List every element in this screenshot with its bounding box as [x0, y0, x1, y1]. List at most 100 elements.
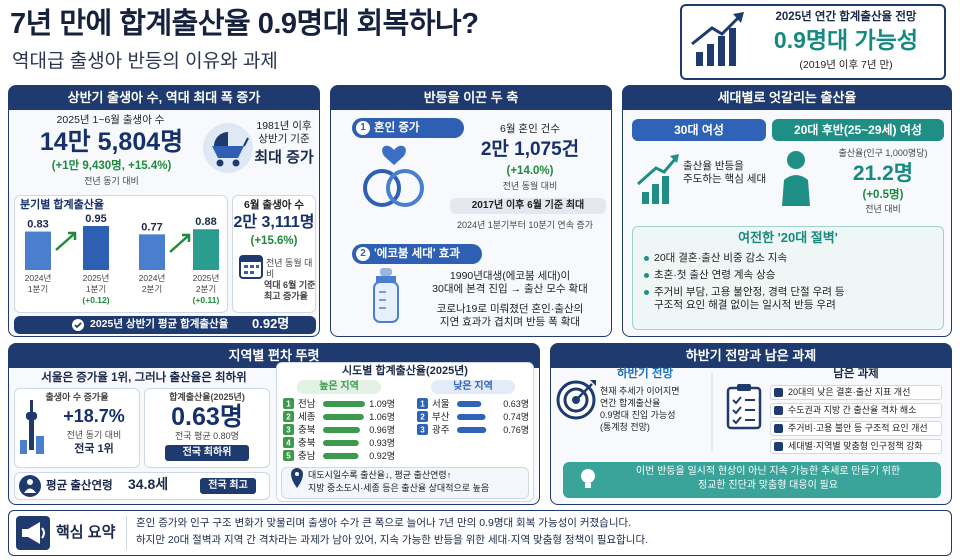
regions-subtitle: 서울은 증가율 1위, 그러나 출산율은 최하위 [41, 372, 247, 384]
late20s-label: 출산율(인구 1,000명당) [838, 148, 928, 158]
quarterly-chart-categories: 2025년 1분기 [82, 273, 110, 294]
bar [83, 226, 109, 270]
seoul-growth-value: +18.7% [63, 406, 125, 426]
quarterly-chart-categories: 2024년 1분기 [24, 273, 52, 294]
seoul-growth-rank: 전국 1위 [74, 443, 114, 455]
stroller-icon [203, 123, 253, 173]
bar [323, 440, 359, 446]
quarterly-chart-changes: (+0.12) [82, 295, 110, 305]
record-box [450, 198, 606, 214]
seoul-growth-label: 출생아 수 증가율 [45, 392, 109, 402]
check-box [774, 406, 783, 415]
births-summary-value: 0.92명 [252, 316, 290, 331]
outlook-value: 0.9명대 가능성 [773, 27, 919, 53]
bar [323, 453, 359, 459]
header-pill [772, 119, 944, 141]
echo-num: 2 [360, 248, 366, 259]
thirties-header: 30대 여성 [674, 123, 724, 137]
bar-value: 1.06명 [369, 412, 395, 422]
births-record-note: 1981년 이후 상반기 기준 [256, 120, 312, 146]
bar-value: 0.76명 [503, 425, 529, 435]
calendar-icon [239, 255, 263, 279]
seoul-rate-label: 합계출산율(2025년) [169, 392, 245, 402]
check-box [774, 442, 783, 451]
echo-text2: 코로나19로 미뤄졌던 혼인·출산의 지연 효과가 겹치며 반등 폭 확대 [436, 303, 584, 329]
list-header [297, 380, 381, 394]
panel-title: 상반기 출생아 수, 역대 최대 폭 증가 [9, 86, 319, 110]
summary-text: 혼인 증가와 인구 구조 변화가 맞물리며 출생아 수가 큰 폭으로 늘어나 7… [136, 517, 649, 546]
bar [139, 234, 165, 270]
tag-pill [352, 118, 464, 138]
task-row [770, 439, 942, 454]
bar [457, 427, 487, 433]
seoul-rate-rank: 전국 최하위 [182, 447, 232, 458]
june-box [232, 195, 316, 313]
task-row [770, 403, 942, 418]
rank-box [283, 398, 294, 409]
growth-box [14, 388, 140, 468]
tasks-items: 세대별·지역별 맞춤형 인구정책 강화 [788, 441, 923, 451]
pin-icon [291, 468, 303, 488]
births-record: 최대 증가 [254, 149, 314, 166]
bar-value: 0.96명 [369, 425, 395, 435]
seoul-growth-basis: 전년 동기 대비 [66, 430, 122, 440]
tag-pill [352, 244, 482, 264]
rank: 4 [286, 439, 291, 448]
tasks-items: 수도권과 지방 간 출산율 격차 해소 [788, 405, 917, 415]
high-name: 높은 지역 [319, 381, 359, 392]
rank-box [283, 437, 294, 448]
summary-bar [14, 316, 316, 334]
note-box [281, 467, 529, 499]
check-icon [72, 319, 84, 331]
tasks-items: 주거비·고용 불안 등 구조적 요인 개선 [788, 423, 928, 433]
rank-box [283, 424, 294, 435]
bullet [644, 290, 649, 295]
rank: 2 [286, 413, 291, 422]
person-icon [782, 151, 810, 206]
late20s-value: 21.2명 [852, 162, 914, 185]
age-value: 34.8세 [128, 476, 169, 492]
june-label: 6월 출생아 수 [244, 199, 304, 211]
cliff-items: 20대 결혼·출산 비중 감소 지속 [654, 252, 788, 264]
regions-note: 지방 중소도시·세종 등은 출산율 상대적으로 높음 [308, 483, 490, 493]
cliff-title: 여전한 '20대 절벽' [738, 230, 838, 245]
rank: 2 [420, 413, 425, 422]
bar [323, 427, 360, 433]
tag-number-circle [356, 247, 370, 261]
quarterly-chart-title: 분기별 합계출산율 [20, 199, 105, 211]
clipboard-icon [726, 384, 762, 430]
rank-pill [165, 445, 249, 461]
check-box [774, 388, 783, 397]
bar [323, 414, 364, 420]
late20s-basis: 전년 대비 [865, 204, 901, 214]
echo-text1: 1990년대생(에코붐 세대)이 30대에 본격 진입 → 출산 모수 확대 [432, 270, 588, 296]
header-pill [632, 119, 766, 141]
bar-value: 0.95 [85, 213, 106, 225]
births-change: (+1만 9,430명, +15.4%) [51, 160, 172, 172]
rank: 5 [286, 452, 291, 461]
tasks-items: 20대의 낮은 결혼·출산 지표 개선 [788, 387, 911, 397]
chart-icon [637, 154, 679, 204]
rank-box [283, 450, 294, 461]
region-name: 부산 [432, 412, 450, 423]
marriage-change: (+14.0%) [506, 165, 554, 177]
outlook-note: (2019년 이후 7년 만) [799, 59, 893, 71]
births-value: 14만 5,804명 [39, 128, 184, 156]
bar-value: 0.77 [141, 221, 162, 233]
cliff-items: 초혼·첫 출산 연령 계속 상승 [654, 269, 776, 281]
marriage-basis: 전년 동월 대비 [502, 181, 558, 191]
bar-value: 0.74명 [503, 412, 529, 422]
rank: 3 [286, 426, 291, 435]
bullet [644, 273, 649, 278]
task-row [770, 385, 942, 400]
june-value: 2만 3,111명 [233, 214, 315, 231]
check-box [774, 424, 783, 433]
forecast-title: 하반기 전망 [616, 368, 674, 380]
bulb-icon [581, 469, 595, 488]
rings-icon [363, 145, 424, 207]
bar-value: 0.83 [27, 219, 48, 231]
bar-value: 0.63명 [503, 399, 529, 409]
by-region-title: 시도별 합계출산율(2025년) [342, 365, 468, 377]
june-change: (+15.6%) [250, 235, 298, 247]
